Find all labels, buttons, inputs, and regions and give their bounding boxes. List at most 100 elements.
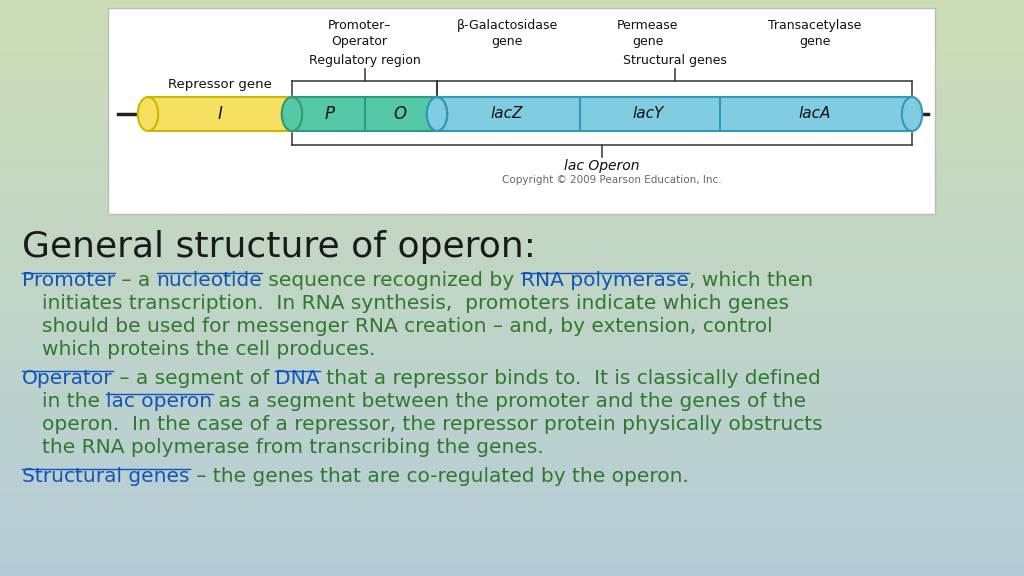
Text: – a: – a xyxy=(115,271,157,290)
Bar xyxy=(0,516,1024,518)
Bar xyxy=(0,472,1024,475)
Bar xyxy=(0,464,1024,467)
Bar xyxy=(0,17,1024,20)
Bar xyxy=(0,3,1024,6)
Text: – the genes that are co-regulated by the operon.: – the genes that are co-regulated by the… xyxy=(189,467,688,486)
Bar xyxy=(0,559,1024,562)
Bar xyxy=(0,334,1024,337)
Bar xyxy=(0,127,1024,130)
Text: nucleotide: nucleotide xyxy=(157,271,262,290)
Bar xyxy=(0,507,1024,510)
Bar xyxy=(0,253,1024,256)
Bar xyxy=(0,380,1024,383)
Bar xyxy=(0,6,1024,9)
Bar xyxy=(0,492,1024,495)
Bar xyxy=(0,193,1024,196)
Bar xyxy=(0,242,1024,245)
Bar xyxy=(0,14,1024,17)
Bar xyxy=(0,297,1024,300)
Bar xyxy=(0,323,1024,325)
Text: lac operon: lac operon xyxy=(106,392,213,411)
Bar xyxy=(0,530,1024,533)
Bar xyxy=(0,184,1024,187)
Bar xyxy=(0,213,1024,216)
Bar xyxy=(0,98,1024,101)
Bar xyxy=(0,403,1024,406)
Ellipse shape xyxy=(282,97,302,131)
Bar xyxy=(0,426,1024,429)
Bar xyxy=(0,406,1024,409)
Bar xyxy=(0,294,1024,297)
Bar xyxy=(0,86,1024,89)
Bar xyxy=(0,490,1024,492)
Bar xyxy=(0,230,1024,233)
Text: lacY: lacY xyxy=(632,107,664,122)
Text: lacA: lacA xyxy=(799,107,831,122)
Bar xyxy=(0,95,1024,98)
Bar xyxy=(0,467,1024,469)
Text: the RNA polymerase from transcribing the genes.: the RNA polymerase from transcribing the… xyxy=(42,438,544,457)
Bar xyxy=(0,435,1024,438)
Bar xyxy=(0,481,1024,484)
Bar xyxy=(0,429,1024,432)
Text: , which then: , which then xyxy=(689,271,813,290)
Bar xyxy=(0,383,1024,386)
Bar xyxy=(0,69,1024,72)
Bar xyxy=(0,415,1024,418)
Bar xyxy=(0,262,1024,265)
Bar xyxy=(0,317,1024,320)
Bar xyxy=(0,547,1024,550)
Bar xyxy=(0,130,1024,132)
Bar xyxy=(0,550,1024,553)
Text: I: I xyxy=(217,105,222,123)
Bar xyxy=(0,72,1024,75)
Bar xyxy=(0,124,1024,127)
Bar xyxy=(0,495,1024,498)
Bar xyxy=(0,259,1024,262)
Bar xyxy=(0,539,1024,541)
Bar xyxy=(0,141,1024,144)
Bar xyxy=(0,475,1024,478)
Bar xyxy=(0,386,1024,389)
Bar xyxy=(0,107,1024,109)
Bar xyxy=(0,207,1024,210)
Bar xyxy=(0,167,1024,170)
Text: DNA: DNA xyxy=(275,369,319,388)
Bar xyxy=(0,236,1024,239)
Bar xyxy=(0,570,1024,573)
Bar xyxy=(0,58,1024,60)
Bar xyxy=(0,444,1024,446)
Bar xyxy=(0,23,1024,26)
Bar xyxy=(0,271,1024,274)
Bar xyxy=(0,115,1024,118)
Text: lac Operon: lac Operon xyxy=(564,159,640,173)
Bar xyxy=(0,158,1024,161)
Bar xyxy=(0,144,1024,147)
Bar xyxy=(0,300,1024,302)
Bar xyxy=(0,43,1024,46)
Bar xyxy=(0,533,1024,536)
Text: Promoter–
Operator: Promoter– Operator xyxy=(328,19,391,48)
Bar xyxy=(0,392,1024,395)
Bar xyxy=(0,397,1024,400)
Bar xyxy=(0,164,1024,167)
Bar xyxy=(0,285,1024,288)
Bar xyxy=(0,343,1024,346)
Bar xyxy=(0,412,1024,415)
Text: operon.  In the case of a repressor, the repressor protein physically obstructs: operon. In the case of a repressor, the … xyxy=(42,415,822,434)
Bar xyxy=(0,441,1024,444)
Bar xyxy=(0,567,1024,570)
Bar xyxy=(0,288,1024,291)
Bar xyxy=(0,521,1024,524)
Bar xyxy=(0,346,1024,348)
Bar xyxy=(0,446,1024,449)
Bar xyxy=(0,161,1024,164)
Text: Structural genes: Structural genes xyxy=(623,54,726,67)
Bar xyxy=(0,409,1024,412)
Ellipse shape xyxy=(138,97,158,131)
Bar xyxy=(0,109,1024,112)
Bar xyxy=(0,222,1024,225)
Text: Repressor gene: Repressor gene xyxy=(168,78,272,91)
Bar xyxy=(0,179,1024,181)
Bar xyxy=(0,216,1024,219)
